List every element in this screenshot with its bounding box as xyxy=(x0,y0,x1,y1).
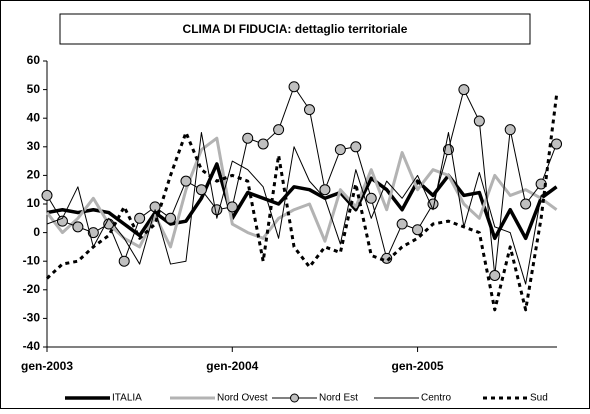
series-line xyxy=(45,136,558,249)
y-tick-label: 60 xyxy=(27,53,41,67)
series-marker xyxy=(195,184,207,196)
legend-label: Nord Est xyxy=(319,393,358,404)
y-tick-label: 20 xyxy=(27,168,41,182)
series-marker xyxy=(520,198,532,210)
y-tick-label: -20 xyxy=(23,282,41,296)
series-marker xyxy=(504,124,516,136)
series-marker xyxy=(396,218,408,230)
series-marker xyxy=(56,215,68,227)
series-marker xyxy=(257,138,269,150)
x-tick-label: gen-2005 xyxy=(392,359,444,373)
y-tick-label: 50 xyxy=(27,82,41,96)
y-tick-label: 30 xyxy=(27,139,41,153)
series-marker xyxy=(226,201,238,213)
y-tick-label: 40 xyxy=(27,110,41,124)
series-marker xyxy=(412,224,424,236)
series-marker xyxy=(180,175,192,187)
y-tick-label: 10 xyxy=(27,196,41,210)
series-marker xyxy=(134,212,146,224)
series-line xyxy=(46,132,557,285)
series-marker xyxy=(72,221,84,233)
series-marker xyxy=(149,201,161,213)
y-tick-label: 0 xyxy=(33,225,40,239)
legend-marker xyxy=(290,393,299,403)
series-marker xyxy=(41,189,53,201)
title-box xyxy=(59,13,531,45)
series-marker xyxy=(334,144,346,156)
series-marker xyxy=(350,141,362,153)
y-tick-label: -10 xyxy=(23,253,41,267)
series-marker xyxy=(303,104,315,116)
series-marker xyxy=(551,138,563,150)
chart-title: CLIMA DI FIDUCIA: dettaglio territoriale xyxy=(183,22,408,36)
legend-label: ITALIA xyxy=(112,393,142,404)
y-tick-label: -30 xyxy=(23,311,41,325)
legend-label: Centro xyxy=(421,393,451,404)
series-line xyxy=(46,86,558,276)
y-tick-label: -40 xyxy=(23,339,41,353)
series-line xyxy=(46,162,558,241)
x-tick-label: gen-2003 xyxy=(21,359,73,373)
series-line xyxy=(45,95,559,312)
x-tick-label: gen-2004 xyxy=(206,359,258,373)
legend-label: Nord Ovest xyxy=(217,393,268,404)
series-marker xyxy=(458,84,470,96)
series-marker xyxy=(165,212,177,224)
series-marker xyxy=(242,132,254,144)
series-marker xyxy=(118,255,130,267)
series-marker xyxy=(473,115,485,127)
legend-label: Sud xyxy=(530,393,548,404)
series-marker xyxy=(365,192,377,204)
series-marker xyxy=(288,81,300,93)
series-marker xyxy=(87,227,99,239)
series-marker xyxy=(319,184,331,196)
series-marker xyxy=(489,270,501,281)
series-marker xyxy=(273,124,285,136)
